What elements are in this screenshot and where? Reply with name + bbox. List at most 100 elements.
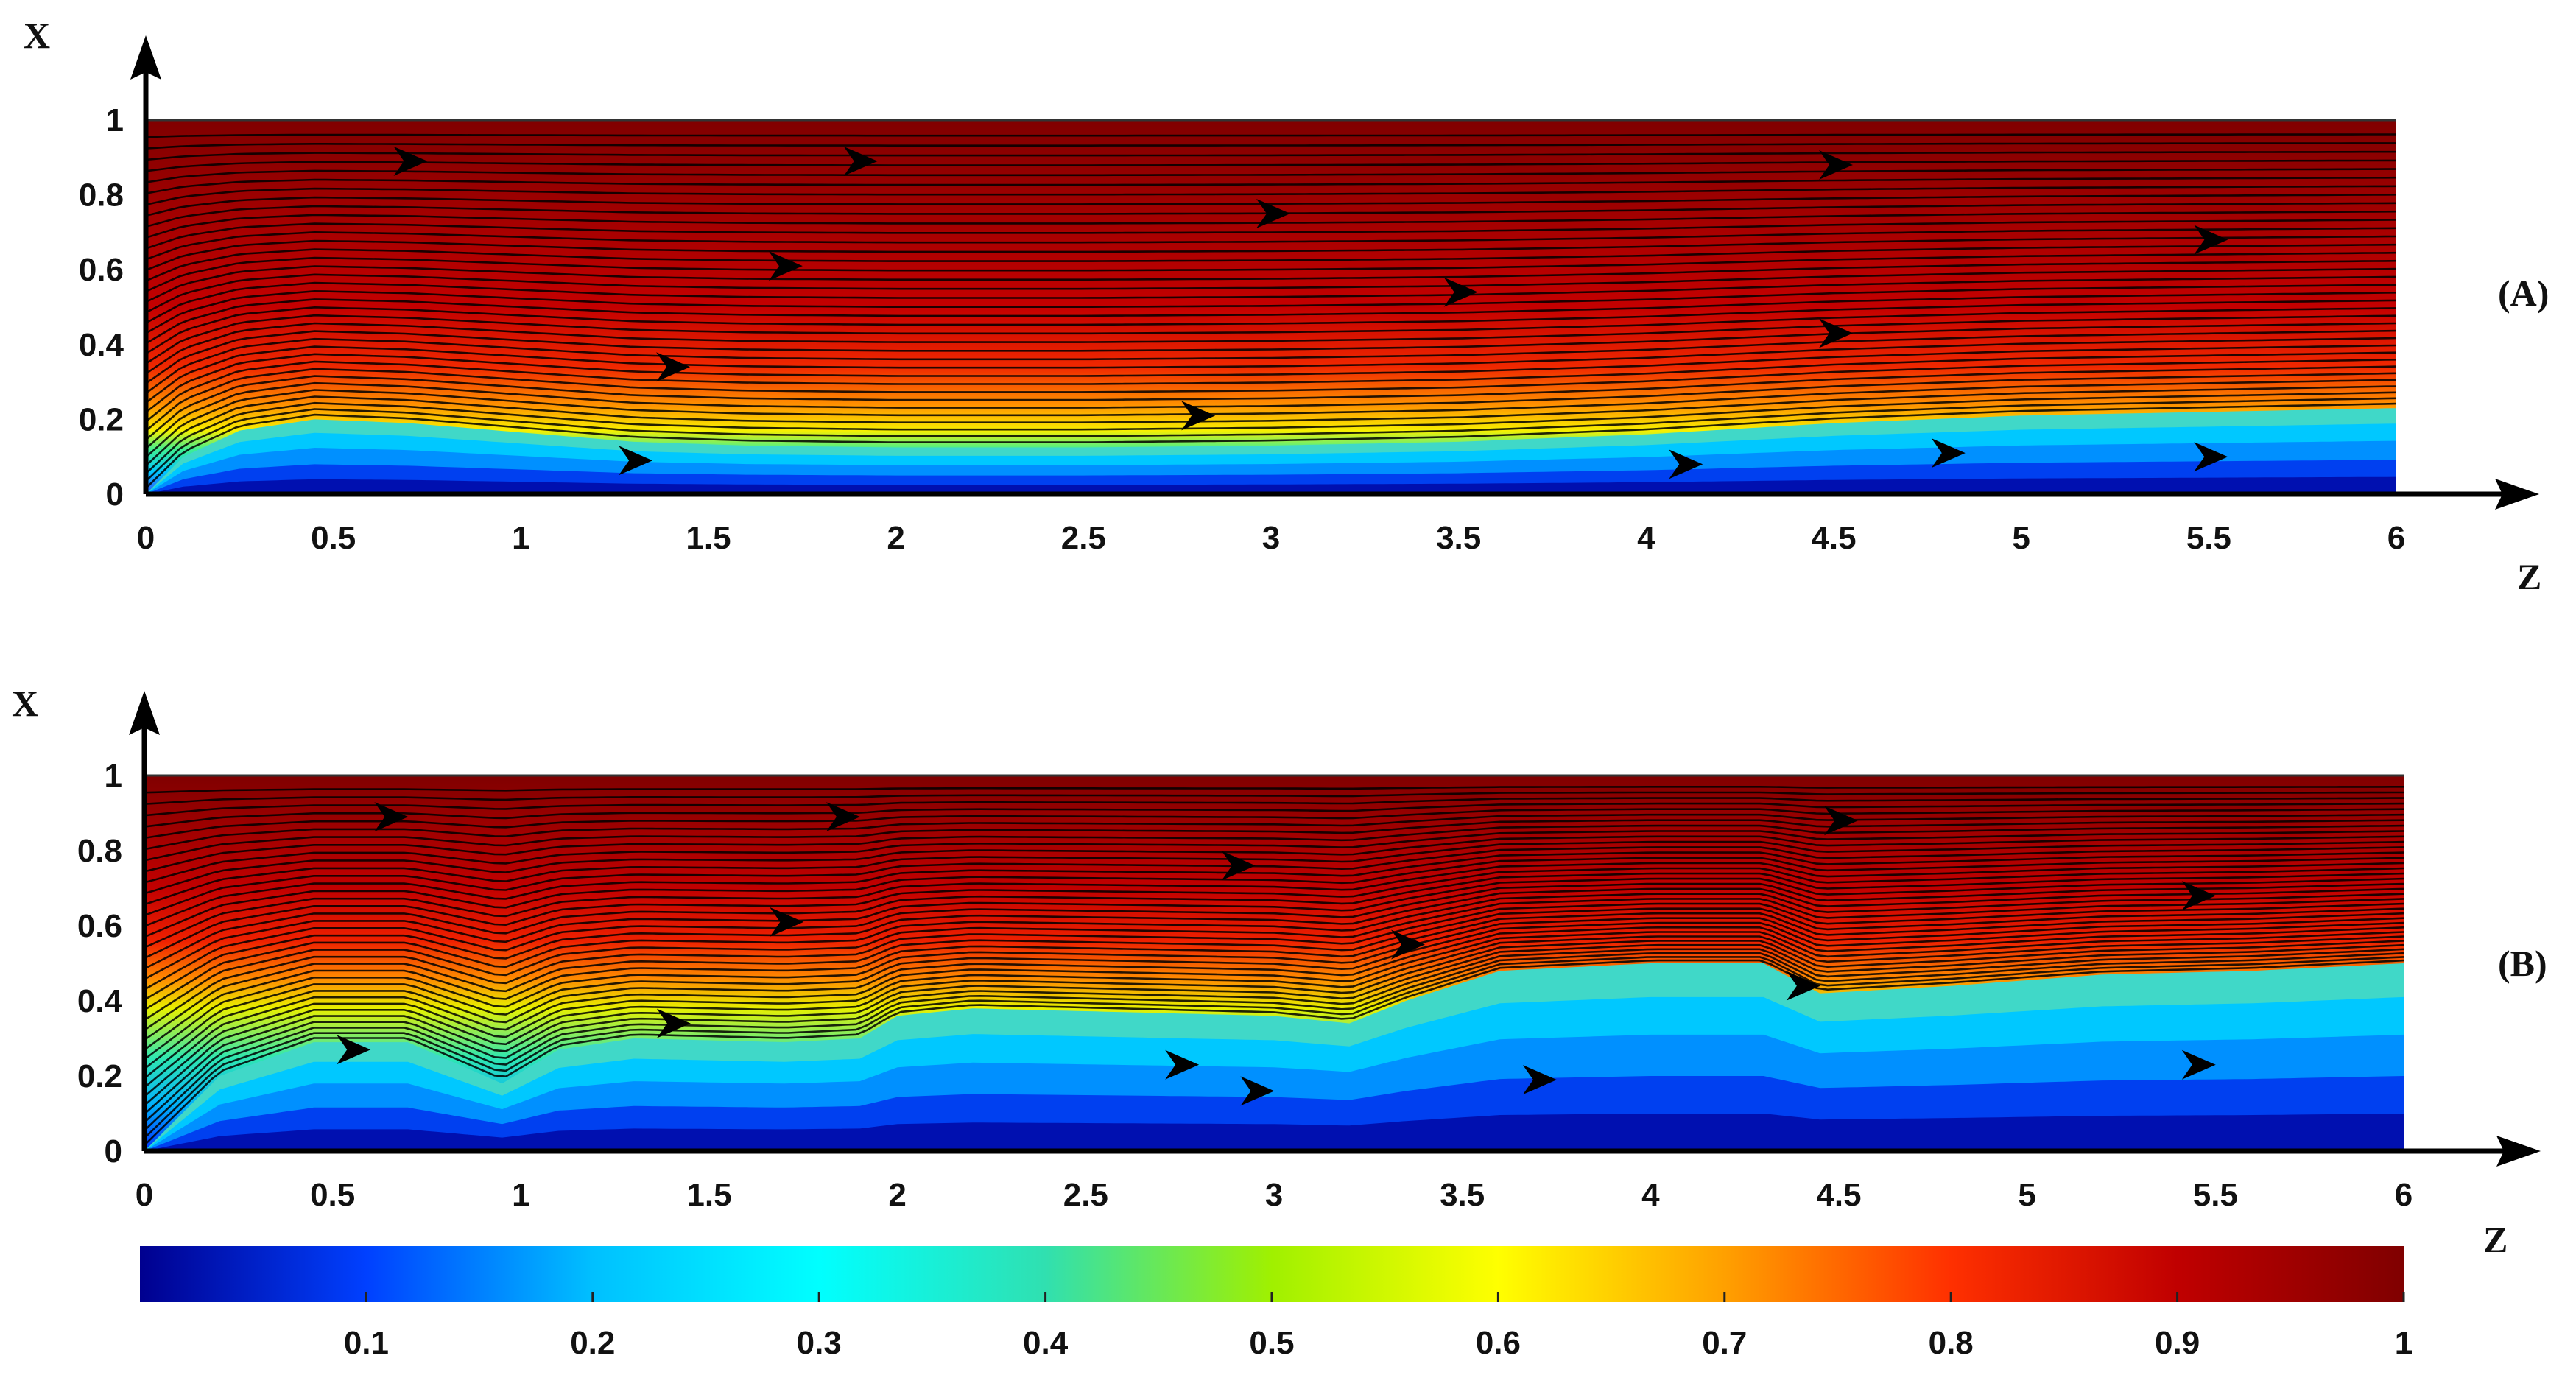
- flow-arrow-icon: [374, 802, 409, 832]
- streamline: [144, 912, 2404, 1051]
- panel-a: 0 0.5 1 1.5 2 2.5 3 3.5 4 4.5 5 5.5 6 0 0.2 0.4 0.6 0.8 1…: [24, 15, 2549, 597]
- colorbar-ticks: 0.1 0.2 0.3 0.4 0.5 0.6 0.7 0.8 0.9 1: [344, 1292, 2413, 1361]
- y-tick-label: 1: [105, 758, 122, 794]
- x-tick-label: 0: [136, 1177, 153, 1213]
- colorbar-tick-label: 0.3: [797, 1325, 842, 1361]
- streamline: [145, 210, 2397, 239]
- flow-arrow-icon: [2181, 1049, 2216, 1080]
- streamline: [145, 243, 2397, 282]
- flow-arrow-icon: [1931, 438, 1966, 468]
- streamline: [144, 877, 2404, 980]
- boundary-layer-band: [144, 1114, 2404, 1151]
- panel-b-y-axis: [129, 691, 160, 1151]
- x-tick-label: 5: [2012, 520, 2030, 556]
- y-axis-arrow-icon: [130, 35, 161, 80]
- streamline: [145, 168, 2396, 183]
- streamline: [145, 402, 2397, 490]
- streamline: [145, 284, 2397, 334]
- x-tick-label: 4.5: [1811, 520, 1856, 556]
- panel-b-x-tick-labels: 0 0.5 1 1.5 2 2.5 3 3.5 4 4.5 5 5.5 6: [136, 1177, 2413, 1213]
- y-tick-label: 0.6: [77, 908, 122, 944]
- streamline: [145, 385, 2397, 467]
- x-tick-label: 3.5: [1436, 520, 1481, 556]
- streamline: [144, 813, 2404, 851]
- flow-arrow-icon: [1669, 449, 1703, 479]
- panel-b-streamlines: [144, 774, 2404, 1147]
- colorbar-tick-label: 0.4: [1023, 1325, 1069, 1361]
- y-tick-label: 0: [106, 476, 124, 513]
- streamline: [144, 830, 2404, 884]
- y-tick-label: 0.6: [79, 252, 124, 288]
- flow-arrow-icon: [2181, 881, 2216, 911]
- streamline: [145, 267, 2397, 314]
- panel-b-label: (B): [2498, 943, 2547, 984]
- x-tick-label: 3.5: [1440, 1177, 1485, 1213]
- y-tick-label: 0.2: [79, 401, 124, 437]
- streamline: [145, 219, 2397, 250]
- panel-a-x-axis-label: Z: [2517, 556, 2541, 597]
- x-tick-label: 0: [137, 520, 155, 556]
- streamline: [144, 791, 2404, 805]
- colorbar-tick-label: 0.6: [1476, 1325, 1521, 1361]
- flow-arrow-icon: [1819, 150, 1853, 180]
- streamline: [145, 307, 2397, 365]
- streamline: [145, 299, 2397, 355]
- colorbar: 0.1 0.2 0.3 0.4 0.5 0.6 0.7 0.8 0.9 1: [140, 1246, 2413, 1361]
- panel-a-streamlines: [145, 119, 2397, 490]
- streamline: [145, 142, 2396, 150]
- streamline: [144, 835, 2404, 895]
- panel-b-x-axis-label: Z: [2483, 1219, 2508, 1260]
- x-tick-label: 0.5: [311, 520, 356, 556]
- x-tick-label: 2: [888, 1177, 906, 1213]
- streamline: [145, 251, 2397, 292]
- streamline: [144, 956, 2404, 1139]
- flow-arrow-icon: [1819, 318, 1853, 348]
- colorbar-tick-label: 0.7: [1702, 1325, 1747, 1361]
- streamline: [144, 819, 2404, 862]
- streamline: [145, 275, 2397, 324]
- streamline: [144, 862, 2404, 949]
- streamline: [145, 351, 2397, 423]
- flow-arrow-icon: [1181, 401, 1216, 431]
- panel-a-y-tick-labels: 0 0.2 0.4 0.6 0.8 1: [79, 102, 124, 513]
- flow-arrow-icon: [770, 907, 804, 937]
- x-tick-label: 0.5: [310, 1177, 355, 1213]
- flow-arrow-icon: [1522, 1065, 1557, 1095]
- streamline: [144, 887, 2404, 1001]
- panel-a-x-tick-labels: 0 0.5 1 1.5 2 2.5 3 3.5 4 4.5 5 5.5 6: [137, 520, 2405, 556]
- streamline: [144, 917, 2404, 1061]
- streamline: [144, 846, 2404, 917]
- streamline: [144, 882, 2404, 991]
- colorbar-tick-label: 0.2: [570, 1325, 615, 1361]
- streamline: [144, 940, 2404, 1106]
- streamline: [145, 159, 2396, 172]
- flow-arrow-icon: [656, 1008, 691, 1038]
- y-tick-label: 0: [105, 1133, 122, 1170]
- x-tick-label: 4: [1637, 520, 1655, 556]
- x-tick-label: 1.5: [686, 1177, 731, 1213]
- panel-a-label: (A): [2498, 272, 2549, 314]
- streamline: [145, 235, 2397, 272]
- panel-a-flow-arrows: [393, 146, 2228, 479]
- flow-arrow-icon: [1256, 199, 1290, 228]
- colorbar-tick-label: 0.9: [2155, 1325, 2200, 1361]
- streamline: [144, 786, 2404, 794]
- x-tick-label: 1: [512, 520, 529, 556]
- panel-b-flow-arrows: [337, 802, 2216, 1106]
- y-tick-label: 0.2: [77, 1058, 122, 1094]
- y-tick-label: 0.8: [79, 177, 124, 214]
- x-tick-label: 3: [1265, 1177, 1283, 1213]
- streamline: [145, 227, 2397, 261]
- streamline: [145, 259, 2397, 303]
- streamline: [144, 902, 2404, 1031]
- flow-arrow-icon: [826, 802, 860, 832]
- colorbar-tick-label: 0.5: [1249, 1325, 1294, 1361]
- x-tick-label: 6: [2387, 520, 2405, 556]
- streamline: [145, 150, 2396, 161]
- streamline: [145, 372, 2397, 450]
- streamline: [145, 344, 2397, 413]
- streamline: [144, 851, 2404, 927]
- streamline: [144, 926, 2404, 1080]
- x-tick-label: 5.5: [2193, 1177, 2238, 1213]
